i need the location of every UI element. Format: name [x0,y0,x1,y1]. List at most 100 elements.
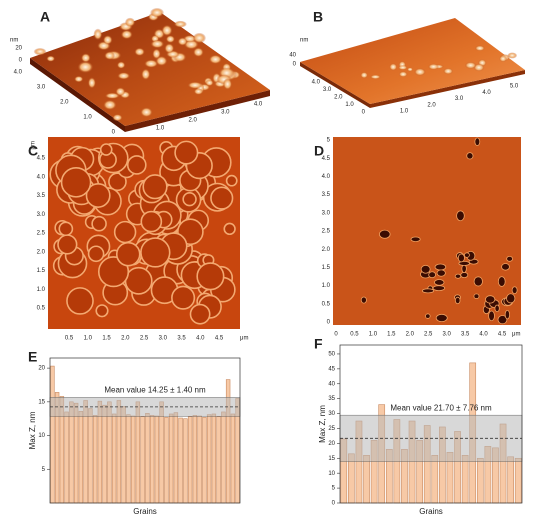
pore [506,293,516,304]
tick-label: 1.5 [37,268,46,274]
y-tick-label: 10 [328,471,335,477]
tick-label: 0 [362,110,366,116]
tick-label: 3.0 [323,87,332,93]
pore [360,296,367,304]
tick-label: 0.5 [37,306,46,312]
tick-label: 1.0 [322,283,331,289]
pore [457,253,465,263]
grain [144,59,159,68]
bar [88,408,93,504]
grain [33,47,47,56]
grain [46,55,56,62]
tick-label: 4.5 [322,156,331,162]
tick-label: 4.0 [196,336,205,342]
grain [370,74,381,80]
tick-label: 2.0 [334,95,343,101]
plot-frame [49,357,241,504]
grain [152,48,161,60]
y-axis-label: Max Z, nm [28,411,37,449]
cell [85,183,111,208]
grain [150,7,165,18]
grain [464,61,477,69]
tick-label: 3.0 [442,332,451,338]
grain [499,55,508,63]
grain [115,87,126,96]
y-tick-label: 15 [328,456,335,462]
grain [407,67,414,72]
tick-label: 5 [327,138,331,144]
bar [159,401,164,504]
pore [497,315,508,325]
grain [474,45,485,52]
grain [192,47,204,58]
cell [99,143,113,156]
tick-label: 4.0 [312,80,321,86]
tick-label: 1.0 [369,332,378,338]
grain [398,71,408,78]
pore [435,313,448,323]
cell [87,245,105,263]
tick-label: 0.5 [322,301,331,307]
bar [183,418,188,504]
grain [104,51,116,60]
bar [130,415,136,504]
pore [511,286,518,295]
annotation: Mean value 14.25 ± 1.40 nm [104,386,206,395]
bar [202,417,207,504]
bar [173,412,179,504]
grain [141,68,151,81]
tick-label: 0 [327,320,331,326]
tick-label: 0 [334,332,338,338]
pore [434,279,445,286]
grain [104,92,120,99]
grain [208,54,222,65]
pore [466,152,474,160]
tick-label: 2.5 [37,231,46,237]
tick-label: 4.0 [37,174,46,180]
pore [454,296,461,305]
x-unit: μm [512,332,520,338]
grain [120,29,133,40]
bar [363,455,370,504]
bar [431,455,439,504]
panel-label: B [313,9,323,25]
tick-label: 4.5 [215,336,224,342]
cell [91,215,107,232]
y-tick-label: 15 [38,399,45,405]
tick-label: 4.0 [482,90,491,96]
y-axis-label: Max Z, nm [318,405,327,443]
pore [379,229,391,239]
bar [126,414,131,504]
grain [443,67,454,75]
tick-label: 1.0 [83,115,92,121]
y-tick-label: 5 [332,486,336,492]
tick-label: 3.5 [177,336,186,342]
grain [414,68,426,76]
panel-label: A [40,9,50,25]
y-tick-label: 25 [328,426,335,432]
cell [97,256,130,288]
grain [173,20,187,28]
tick-label: 3.0 [322,210,331,216]
y-tick-label: 20 [328,441,335,447]
pore [464,252,470,258]
bar [476,457,484,504]
pore [461,264,467,274]
plot-frame [339,344,523,504]
cell [66,287,94,315]
grain [150,39,165,49]
cell [60,167,92,198]
grain [177,37,188,46]
cell [124,266,153,295]
pore [473,293,480,299]
y-tick-label: 20 [38,366,45,372]
slab-side [30,58,125,132]
grain [165,35,176,43]
tick-label: 0 [293,62,297,68]
pore [460,272,469,279]
tick-label: 4.5 [37,156,46,162]
tick-label: 2.0 [37,249,46,255]
cell [140,237,171,268]
y-tick-label: 45 [328,366,335,372]
